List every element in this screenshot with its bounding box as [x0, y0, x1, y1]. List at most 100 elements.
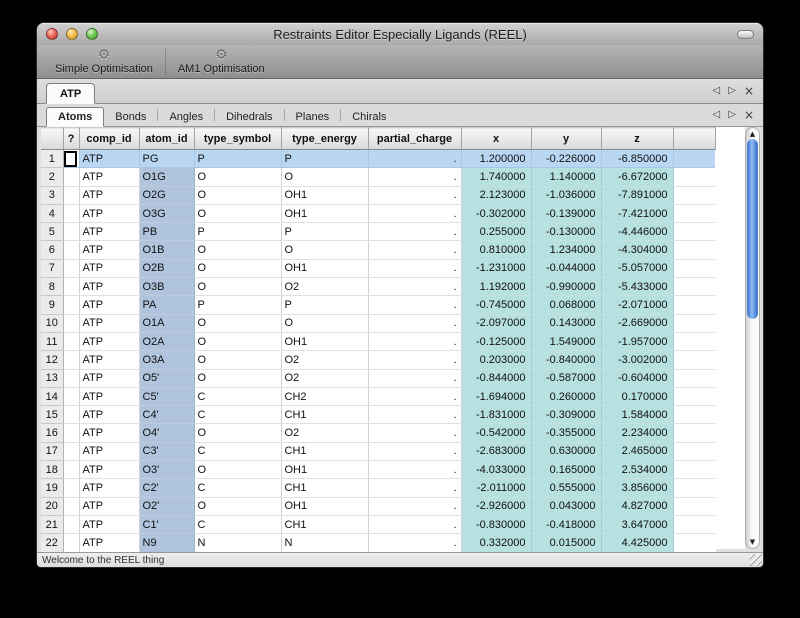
cell-atom_id[interactable]: O3' [139, 460, 195, 480]
cell-flag[interactable] [63, 350, 80, 370]
cell-z[interactable]: -3.002000 [601, 350, 674, 370]
row-number[interactable]: 22 [41, 533, 64, 552]
tab-planes[interactable]: Planes [285, 107, 341, 126]
cell-y[interactable]: -0.139000 [531, 204, 602, 224]
cell-atom_id[interactable]: PB [139, 222, 195, 242]
cell-type_energy[interactable]: O [281, 314, 369, 333]
cell-type_symbol[interactable]: O [194, 240, 282, 260]
cell-atom_id[interactable]: N9 [139, 533, 195, 552]
cell-flag[interactable] [63, 405, 80, 425]
col-header-y[interactable]: y [531, 127, 602, 150]
cell-partial_charge[interactable]: . [368, 442, 462, 462]
cell-type_energy[interactable]: OH1 [281, 460, 369, 480]
cell-partial_charge[interactable]: . [368, 149, 462, 169]
cell-partial_charge[interactable]: . [368, 350, 462, 370]
table-row[interactable]: 14 ATP C5' C CH2. -1.694000 0.260000 0.170000 [41, 387, 715, 407]
cell-partial_charge[interactable]: . [368, 167, 462, 187]
cell-z[interactable]: 4.827000 [601, 497, 674, 516]
cell-y[interactable]: -0.840000 [531, 350, 602, 370]
cell-partial_charge[interactable]: . [368, 405, 462, 425]
cell-atom_id[interactable]: C5' [139, 387, 195, 407]
cell-partial_charge[interactable]: . [368, 369, 462, 388]
row-number[interactable]: 10 [41, 314, 64, 333]
cell-x[interactable]: -0.830000 [461, 515, 532, 535]
cell-flag[interactable] [63, 369, 80, 388]
cell-atom_id[interactable]: O3G [139, 204, 195, 224]
cell-x[interactable]: -4.033000 [461, 460, 532, 480]
cell-x[interactable]: 0.810000 [461, 240, 532, 260]
cell-z[interactable]: 0.170000 [601, 387, 674, 407]
cell-partial_charge[interactable]: . [368, 295, 462, 315]
cell-comp_id[interactable]: ATP [79, 350, 140, 370]
cell-comp_id[interactable]: ATP [79, 405, 140, 425]
cell-type_symbol[interactable]: O [194, 314, 282, 333]
cell-type_energy[interactable]: OH1 [281, 259, 369, 279]
cell-flag[interactable] [63, 149, 80, 169]
cell-type_symbol[interactable]: N [194, 533, 282, 552]
cell-y[interactable]: 1.549000 [531, 332, 602, 352]
cell-partial_charge[interactable]: . [368, 497, 462, 516]
cell-flag[interactable] [63, 515, 80, 535]
cell-flag[interactable] [63, 387, 80, 407]
cell-atom_id[interactable]: O5' [139, 369, 195, 388]
row-number[interactable]: 8 [41, 277, 64, 297]
cell-partial_charge[interactable]: . [368, 478, 462, 498]
cell-type_symbol[interactable]: O [194, 423, 282, 443]
cell-z[interactable]: 1.584000 [601, 405, 674, 425]
simple-optimisation-button[interactable]: ⚙ Simple Optimisation [45, 45, 163, 78]
table-row[interactable]: 17 ATP C3' C CH1. -2.683000 0.630000 2.465000 [41, 442, 715, 462]
cell-x[interactable]: -0.844000 [461, 369, 532, 388]
cell-partial_charge[interactable]: . [368, 533, 462, 552]
cell-atom_id[interactable]: PG [139, 149, 195, 169]
cell-comp_id[interactable]: ATP [79, 387, 140, 407]
tab-close-icon[interactable]: × [743, 108, 754, 122]
cell-x[interactable]: 1.740000 [461, 167, 532, 187]
cell-x[interactable]: -2.683000 [461, 442, 532, 462]
cell-y[interactable]: -0.990000 [531, 277, 602, 297]
col-header-q[interactable]: ? [63, 127, 80, 150]
cell-type_symbol[interactable]: C [194, 515, 282, 535]
cell-comp_id[interactable]: ATP [79, 222, 140, 242]
cell-y[interactable]: -0.309000 [531, 405, 602, 425]
cell-z[interactable]: -7.421000 [601, 204, 674, 224]
tab-angles[interactable]: Angles [158, 107, 214, 126]
cell-comp_id[interactable]: ATP [79, 478, 140, 498]
cell-y[interactable]: 0.165000 [531, 460, 602, 480]
cell-flag[interactable] [63, 533, 80, 552]
cell-type_energy[interactable]: CH2 [281, 387, 369, 407]
cell-comp_id[interactable]: ATP [79, 240, 140, 260]
row-number[interactable]: 6 [41, 240, 64, 260]
cell-comp_id[interactable]: ATP [79, 533, 140, 552]
cell-type_symbol[interactable]: P [194, 295, 282, 315]
cell-y[interactable]: -1.036000 [531, 186, 602, 205]
cell-comp_id[interactable]: ATP [79, 149, 140, 169]
cell-atom_id[interactable]: C2' [139, 478, 195, 498]
cell-flag[interactable] [63, 277, 80, 297]
cell-atom_id[interactable]: O1G [139, 167, 195, 187]
row-number[interactable]: 9 [41, 295, 64, 315]
cell-type_energy[interactable]: P [281, 222, 369, 242]
row-number[interactable]: 17 [41, 442, 64, 462]
col-header-type_energy[interactable]: type_energy [281, 127, 369, 150]
cell-y[interactable]: -0.044000 [531, 259, 602, 279]
table-row[interactable]: 22 ATP N9 N N. 0.332000 0.015000 4.425000 [41, 533, 715, 552]
cell-atom_id[interactable]: C1' [139, 515, 195, 535]
row-number[interactable]: 5 [41, 222, 64, 242]
cell-flag[interactable] [63, 423, 80, 443]
cell-atom_id[interactable]: O2B [139, 259, 195, 279]
table-row[interactable]: 16 ATP O4' O O2. -0.542000 -0.355000 2.234000 [41, 423, 715, 443]
cell-comp_id[interactable]: ATP [79, 442, 140, 462]
toolbar-toggle-button[interactable] [737, 29, 754, 39]
cell-type_energy[interactable]: O2 [281, 277, 369, 297]
cell-flag[interactable] [63, 240, 80, 260]
cell-type_energy[interactable]: O [281, 240, 369, 260]
cell-y[interactable]: 0.068000 [531, 295, 602, 315]
cell-comp_id[interactable]: ATP [79, 497, 140, 516]
cell-x[interactable]: -1.694000 [461, 387, 532, 407]
table-row[interactable]: 1 ATP PG P P. 1.200000 -0.226000 -6.850000 [41, 149, 715, 169]
cell-partial_charge[interactable]: . [368, 277, 462, 297]
cell-y[interactable]: 0.260000 [531, 387, 602, 407]
cell-type_energy[interactable]: CH1 [281, 405, 369, 425]
cell-x[interactable]: -2.011000 [461, 478, 532, 498]
cell-type_symbol[interactable]: O [194, 204, 282, 224]
